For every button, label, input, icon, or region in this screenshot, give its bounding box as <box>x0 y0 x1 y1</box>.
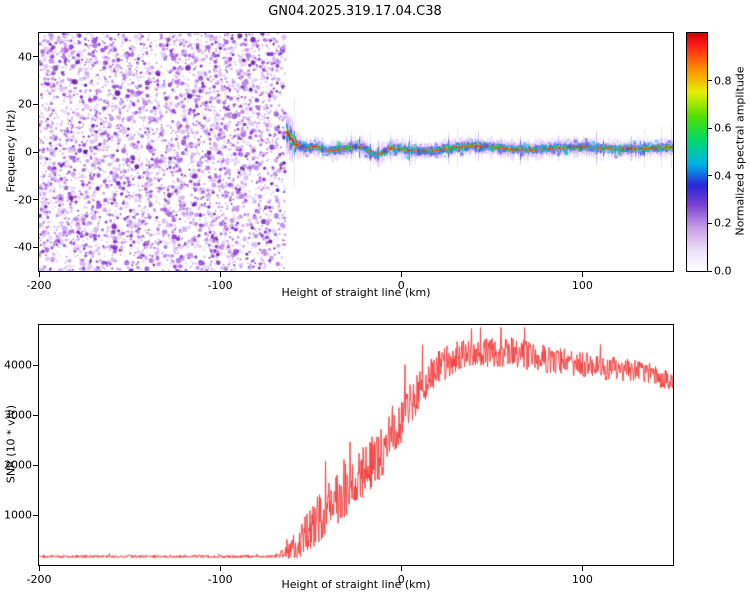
figure-title: GN04.2025.319.17.04.C38 <box>268 4 442 19</box>
axis-tick <box>581 566 583 571</box>
x-tick-label: 0 <box>397 279 405 292</box>
axis-tick <box>400 272 402 277</box>
axis-tick <box>33 103 38 105</box>
y-tick-label: 1000 <box>4 508 32 522</box>
axis-tick <box>33 514 38 516</box>
axis-tick <box>219 272 221 277</box>
y-tick-label: -40 <box>14 240 32 254</box>
x-tick-label: -100 <box>207 279 233 292</box>
axis-tick <box>708 270 712 272</box>
axis-tick <box>33 199 38 201</box>
colorbar-tick-label: 0.6 <box>714 121 732 135</box>
axis-tick <box>33 246 38 248</box>
x-tick-label: 100 <box>571 279 593 292</box>
snr-canvas <box>39 325 673 565</box>
spectrogram-x-axis-title: Height of straight line (km) <box>281 286 431 299</box>
colorbar-tick-label: 0.4 <box>714 169 732 183</box>
colorbar-tick-label: 0.0 <box>714 264 732 278</box>
snr-x-axis-title: Height of straight line (km) <box>281 578 431 591</box>
y-tick-label: 20 <box>18 97 32 111</box>
axis-tick <box>219 566 221 571</box>
colorbar-tick-label: 0.2 <box>714 216 732 230</box>
y-tick-label: 4000 <box>4 358 32 372</box>
axis-tick <box>708 80 712 82</box>
axis-tick <box>708 175 712 177</box>
x-tick-label: -100 <box>207 573 233 586</box>
axis-tick <box>708 222 712 224</box>
x-tick-label: 0 <box>397 573 405 586</box>
spectrogram-canvas <box>39 33 673 271</box>
axis-tick <box>33 364 38 366</box>
x-tick-label: -200 <box>26 573 52 586</box>
colorbar-title: Normalized spectral amplitude <box>733 66 747 236</box>
y-tick-label: 40 <box>18 50 32 64</box>
x-tick-label: -200 <box>26 279 52 292</box>
y-tick-label: -20 <box>14 193 32 207</box>
axis-tick <box>708 127 712 129</box>
axis-tick <box>33 151 38 153</box>
axis-tick <box>33 56 38 58</box>
colorbar-tick-label: 0.8 <box>714 74 732 88</box>
y-tick-label: 2000 <box>4 458 32 472</box>
snr-panel <box>38 324 674 566</box>
spectrogram-panel <box>38 32 674 272</box>
axis-tick <box>33 464 38 466</box>
axis-tick <box>38 566 40 571</box>
y-tick-label: 3000 <box>4 408 32 422</box>
axis-tick <box>38 272 40 277</box>
colorbar <box>686 32 708 272</box>
colorbar-canvas <box>687 33 707 271</box>
axis-tick <box>33 414 38 416</box>
y-tick-label: 0 <box>25 145 32 159</box>
x-tick-label: 100 <box>571 573 593 586</box>
axis-tick <box>581 272 583 277</box>
axis-tick <box>400 566 402 571</box>
